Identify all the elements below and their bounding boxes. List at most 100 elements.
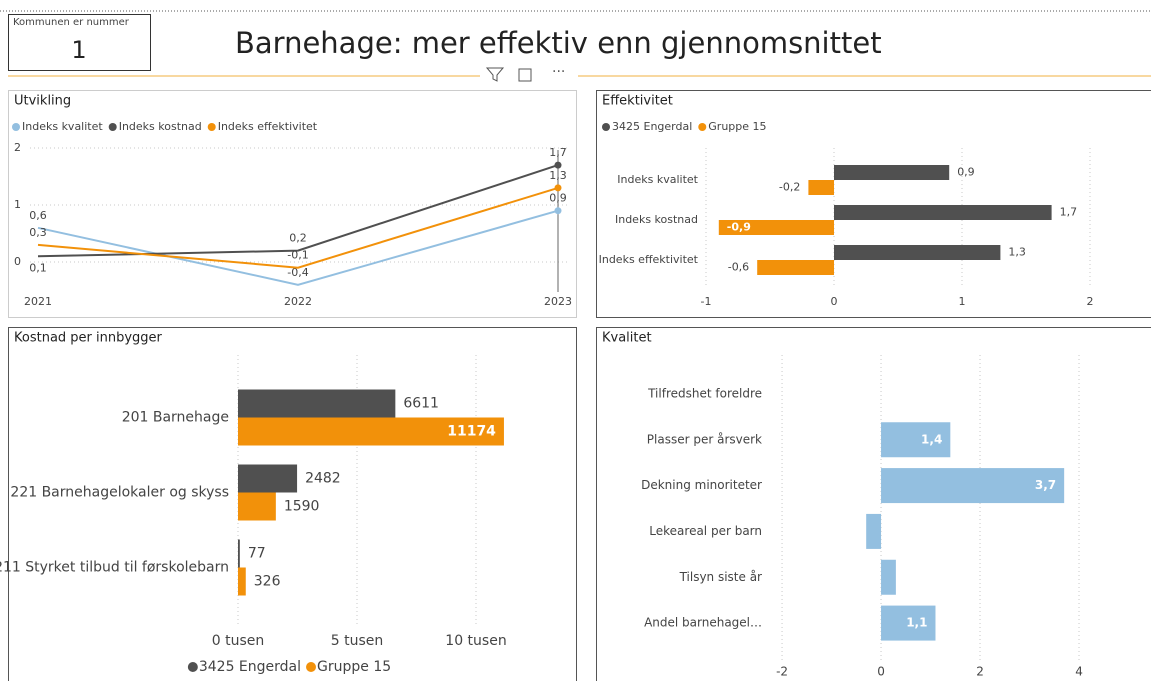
data-label: 1,3 xyxy=(549,169,567,182)
data-label: 3,7 xyxy=(1035,478,1056,492)
category-label: Andel barnehagel… xyxy=(644,616,762,630)
x-tick-label: 0 xyxy=(877,665,885,679)
line xyxy=(37,164,559,258)
x-tick-label: 4 xyxy=(1075,665,1083,679)
focus-icon[interactable] xyxy=(518,68,532,82)
bar xyxy=(834,245,1001,260)
filter-icon[interactable] xyxy=(485,67,505,82)
category-label: Plasser per årsverk xyxy=(647,432,762,446)
line xyxy=(37,186,559,269)
bar xyxy=(808,180,834,195)
page-title: Barnehage: mer effektiv enn gjennomsnitt… xyxy=(235,26,882,60)
category-label: Indeks kostnad xyxy=(615,213,698,226)
category-label: Tilfredshet foreldre xyxy=(647,386,762,400)
data-label: 0,1 xyxy=(29,261,47,274)
bar xyxy=(238,389,396,418)
bar xyxy=(238,492,276,521)
data-label: 77 xyxy=(248,546,266,562)
data-label: 0,9 xyxy=(549,192,567,205)
panel xyxy=(8,327,577,681)
legend-label: Indeks kostnad xyxy=(119,120,202,133)
chart-title: Kostnad per innbygger xyxy=(14,331,163,346)
chart-title: Effektivitet xyxy=(602,94,673,109)
x-tick-label: 2 xyxy=(1087,295,1094,308)
data-label: 1,4 xyxy=(921,432,942,446)
chart-title: Utvikling xyxy=(14,94,71,109)
x-tick-label: 0 xyxy=(831,295,838,308)
category-label: Tilsyn siste år xyxy=(679,570,762,584)
bar xyxy=(881,468,1065,504)
data-label: 6611 xyxy=(403,396,439,412)
data-label: 0,9 xyxy=(957,166,975,179)
legend-swatch xyxy=(108,123,117,131)
panel xyxy=(8,90,577,318)
legend-label: Indeks effektivitet xyxy=(218,120,318,133)
point xyxy=(554,184,562,192)
y-tick-label: 0 xyxy=(14,255,21,268)
data-label: 0,3 xyxy=(29,226,47,239)
x-tick-label: 2 xyxy=(976,665,984,679)
data-label: 2482 xyxy=(305,471,341,487)
card xyxy=(8,14,151,71)
x-tick-label: -1 xyxy=(701,295,712,308)
panel xyxy=(596,327,1151,681)
category-label: Lekeareal per barn xyxy=(649,524,762,538)
data-label: 326 xyxy=(254,574,281,590)
category-label: 221 Barnehagelokaler og skyss xyxy=(10,485,229,501)
bar xyxy=(238,567,246,596)
more-icon[interactable]: ··· xyxy=(552,64,565,80)
bar xyxy=(834,205,1052,220)
data-label: -0,6 xyxy=(728,261,749,274)
bar xyxy=(238,539,240,568)
data-label: 11174 xyxy=(447,424,496,440)
point xyxy=(554,207,562,215)
legend-swatch xyxy=(602,123,610,131)
chart-title: Kvalitet xyxy=(602,331,652,346)
bar xyxy=(238,464,298,493)
bar xyxy=(881,605,936,641)
data-label: 1,3 xyxy=(1008,246,1026,259)
data-label: -0,1 xyxy=(287,249,308,262)
category-label: Indeks kvalitet xyxy=(617,173,698,186)
x-tick-label: 2021 xyxy=(24,295,52,308)
legend-swatch xyxy=(207,123,216,131)
bar xyxy=(881,422,951,458)
data-label: 1,7 xyxy=(549,146,567,159)
data-label: 1,1 xyxy=(906,616,927,630)
bar xyxy=(757,260,834,275)
category-label: Indeks effektivitet xyxy=(599,253,699,266)
card-value: 1 xyxy=(71,36,86,64)
legend-swatch xyxy=(12,123,20,131)
y-tick-label: 1 xyxy=(14,198,21,211)
y-tick-label: 2 xyxy=(14,141,21,154)
legend-label: 3425 Engerdal xyxy=(199,659,301,675)
x-tick-label: -2 xyxy=(776,665,788,679)
data-label: 0,6 xyxy=(29,209,47,222)
data-label: 0,2 xyxy=(289,232,307,245)
x-tick-label: 0 tusen xyxy=(212,633,265,649)
legend-swatch xyxy=(698,123,707,131)
legend-label: 3425 Engerdal xyxy=(612,120,692,133)
legend-swatch xyxy=(187,662,198,672)
card-label: Kommunen er nummer xyxy=(13,17,130,28)
legend-swatch xyxy=(306,662,317,672)
category-label: 211 Styrket tilbud til førskolebarn xyxy=(0,560,229,576)
x-tick-label: 10 tusen xyxy=(445,633,506,649)
data-label: -0,4 xyxy=(287,266,308,279)
bar xyxy=(718,220,834,235)
bar xyxy=(238,417,504,446)
legend-label: Gruppe 15 xyxy=(317,659,391,675)
x-tick-label: 2023 xyxy=(544,295,572,308)
category-label: Dekning minoriteter xyxy=(641,478,762,492)
data-label: 1590 xyxy=(284,499,320,515)
bar xyxy=(834,165,950,180)
bar xyxy=(866,513,882,549)
bar xyxy=(881,559,896,595)
x-tick-label: 5 tusen xyxy=(331,633,384,649)
panel xyxy=(596,90,1151,318)
legend-label: Gruppe 15 xyxy=(708,120,766,133)
x-tick-label: 2022 xyxy=(284,295,312,308)
data-label: -0,2 xyxy=(779,181,800,194)
data-label: -0,9 xyxy=(727,221,751,234)
